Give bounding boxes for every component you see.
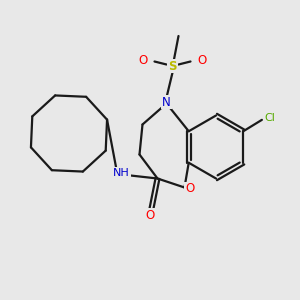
Text: O: O: [146, 208, 154, 222]
Text: N: N: [162, 95, 171, 109]
Text: O: O: [197, 54, 206, 68]
Text: O: O: [185, 182, 194, 196]
Text: O: O: [139, 54, 148, 68]
Text: Cl: Cl: [265, 113, 276, 123]
Text: NH: NH: [113, 168, 130, 178]
Text: S: S: [168, 59, 177, 73]
